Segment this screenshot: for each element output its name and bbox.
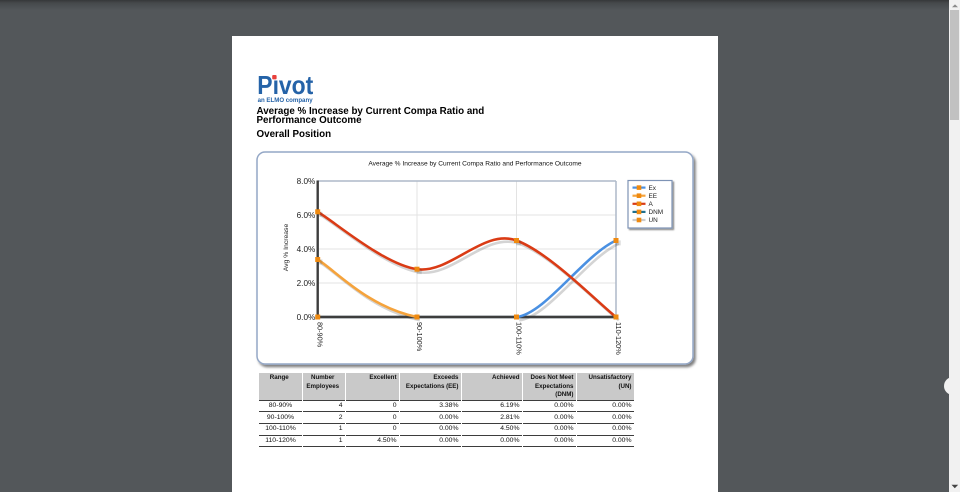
svg-text:Ex: Ex [649,185,657,192]
svg-text:90-100%: 90-100% [415,322,424,352]
svg-text:EE: EE [649,193,658,200]
svg-text:100-110%: 100-110% [514,322,523,355]
svg-text:4.0%: 4.0% [297,245,316,254]
svg-text:110-120%: 110-120% [614,322,623,355]
svg-text:DNM: DNM [649,209,664,216]
svg-text:0.0%: 0.0% [297,313,316,322]
svg-text:A: A [649,201,654,208]
svg-text:an ELMO company: an ELMO company [258,97,313,104]
svg-text:Pıvot: Pıvot [257,74,313,100]
svg-text:Avg % Increase: Avg % Increase [283,224,290,272]
svg-text:80-90%: 80-90% [315,322,324,348]
svg-text:2.0%: 2.0% [297,279,316,288]
svg-text:Average % Increase by Current: Average % Increase by Current Compa Rati… [368,161,582,168]
svg-text:6.0%: 6.0% [297,211,316,220]
svg-text:8.0%: 8.0% [297,177,316,186]
svg-text:UN: UN [649,217,659,224]
